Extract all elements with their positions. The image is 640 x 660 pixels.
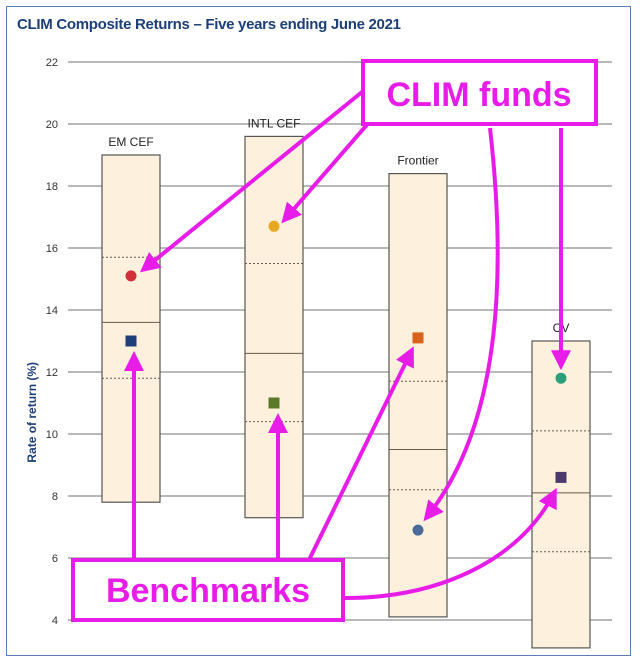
fund-marker	[268, 220, 280, 232]
y-tick-label: 14	[46, 305, 58, 317]
benchmark-marker	[555, 471, 567, 483]
y-tick-label: 6	[52, 553, 58, 565]
benchmark-arrow	[306, 346, 414, 563]
range-band	[531, 340, 591, 649]
benchmarks-callout-box	[71, 558, 345, 622]
fund-arrow	[423, 127, 500, 522]
fund-marker	[555, 372, 567, 384]
y-tick-label: 10	[46, 429, 58, 441]
fund-arrow	[281, 110, 380, 224]
fund-marker	[125, 270, 137, 282]
fund-arrow	[139, 90, 364, 273]
y-axis-label: Rate of return (%)	[25, 362, 39, 463]
y-tick-label: 8	[52, 491, 58, 503]
y-tick-label: 16	[46, 243, 58, 255]
fund-marker	[412, 524, 424, 536]
clim-funds-callout-box	[361, 59, 598, 126]
chart-title: CLIM Composite Returns – Five years endi…	[17, 16, 401, 33]
y-tick-label: 20	[46, 119, 58, 131]
y-tick-label: 4	[52, 615, 58, 627]
category-label: Frontier	[397, 154, 438, 168]
benchmark-marker	[125, 335, 137, 347]
clim-funds-callout-label: CLIM funds	[386, 76, 571, 114]
y-tick-label: 18	[46, 181, 58, 193]
range-band	[101, 154, 161, 503]
benchmark-marker	[268, 397, 280, 409]
range-band	[388, 173, 448, 618]
benchmark-arrow	[344, 487, 557, 600]
category-label: INTL CEF	[248, 116, 301, 130]
category-label: EM CEF	[108, 135, 153, 149]
y-tick-label: 12	[46, 367, 58, 379]
benchmark-marker	[412, 332, 424, 344]
benchmarks-callout-label: Benchmarks	[106, 572, 310, 610]
y-tick-label: 22	[46, 57, 58, 69]
range-band	[244, 135, 304, 519]
